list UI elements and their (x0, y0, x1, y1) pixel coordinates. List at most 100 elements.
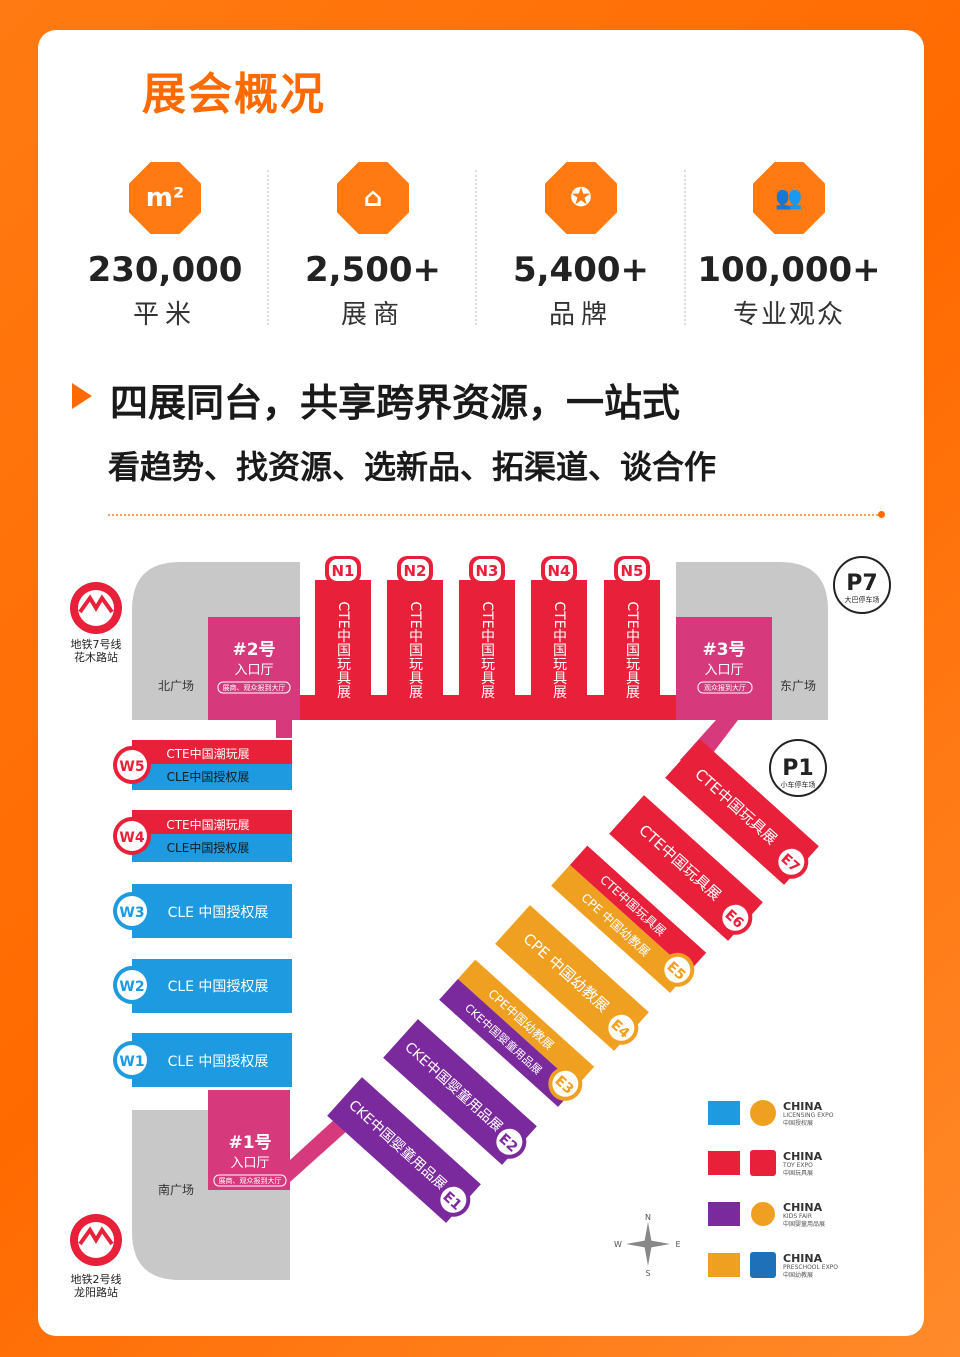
headline: 四展同台，共享跨界资源，一站式 (110, 381, 681, 425)
stats-row: m² 230,000 平米 ⌂ 2,500+ 展商 ✪ 5,400+ 品牌 👥 … (60, 150, 900, 340)
hall-top-name: CTE中国潮玩展 (166, 746, 249, 761)
stat-unit: 展商 (340, 300, 405, 330)
visitors-group-icon: 👥 (753, 162, 825, 234)
entrance-1-title: #1号 (228, 1133, 271, 1153)
metro-logo-icon (70, 582, 122, 634)
parking-p7: P7 大巴停车场 (833, 556, 891, 614)
svg-text:S: S (645, 1269, 650, 1278)
hall-n1: N1 CTE中国玩具展 (315, 556, 371, 720)
hall-n3: N3 CTE中国玩具展 (459, 556, 515, 720)
svg-text:小车停车场: 小车停车场 (781, 780, 816, 789)
stat-area: m² 230,000 平米 (60, 150, 270, 331)
hall-id: W3 (119, 905, 144, 921)
hall-name: CTE中国玩具展 (407, 601, 423, 698)
divider (475, 170, 477, 325)
svg-text:CHINA: CHINA (783, 1252, 823, 1265)
east-halls: CTE中国玩具展 E7 CTE中国玩具展 E6 CTE中国玩具展 CPE 中国幼… (327, 739, 819, 1223)
svg-text:CHINA: CHINA (783, 1100, 823, 1113)
svg-text:中国婴童用品展: 中国婴童用品展 (783, 1220, 825, 1228)
metro-logo-icon (70, 1214, 122, 1266)
m2-area-icon: m² (129, 162, 201, 234)
svg-text:中国授权展: 中国授权展 (783, 1119, 813, 1127)
parking-p1: P1 小车停车场 (769, 739, 827, 797)
legend-toy: CHINA TOY EXPO 中国玩具展 (708, 1150, 823, 1177)
stat-value: 100,000+ (697, 250, 881, 290)
north-halls: N1 CTE中国玩具展 N2 CTE中国玩具展 N3 CTE中国玩具展 N4 C… (315, 556, 660, 720)
legend-kids: CHINA KIDS FAIR 中国婴童用品展 (708, 1201, 825, 1228)
west-halls: CTE中国潮玩展 CLE中国授权展 W5 CTE中国潮玩展 CLE中国授权展 W… (113, 740, 292, 1087)
hall-w3: CLE 中国授权展 W3 (113, 884, 292, 938)
entrance-3-note: 观众报到大厅 (704, 683, 746, 692)
stat-exhibitors: ⌂ 2,500+ 展商 (268, 150, 478, 331)
south-plaza-label: 南广场 (158, 1182, 194, 1197)
hall-id: W2 (119, 979, 144, 995)
divider (684, 170, 686, 325)
svg-text:中国幼教展: 中国幼教展 (783, 1271, 813, 1279)
hall-name: CLE 中国授权展 (168, 979, 269, 995)
entrance-2-hall (208, 617, 300, 720)
entrance-1-sub: 入口厅 (230, 1156, 269, 1171)
svg-text:TOY EXPO: TOY EXPO (782, 1162, 813, 1169)
hall-top-name: CTE中国潮玩展 (166, 817, 249, 832)
hall-id: W1 (119, 1054, 144, 1070)
entrance-3-hall (676, 617, 772, 720)
divider-dot (878, 511, 885, 518)
divider (267, 170, 269, 325)
hall-w5: CTE中国潮玩展 CLE中国授权展 W5 (113, 740, 292, 790)
hall-id: N2 (404, 562, 427, 580)
hall-name: CTE中国玩具展 (551, 601, 567, 698)
metro-top-line: 地铁7号线 (71, 637, 122, 651)
hall-w4: CTE中国潮玩展 CLE中国授权展 W4 (113, 810, 292, 862)
brand-badge-icon: ✪ (545, 162, 617, 234)
hall-n5: N5 CTE中国玩具展 (604, 556, 660, 720)
page-title: 展会概况 (142, 69, 326, 120)
entrance-2-title: #2号 (232, 640, 275, 660)
metro-bottom-station: 龙阳路站 (74, 1285, 118, 1299)
hall-id: N5 (621, 562, 644, 580)
svg-text:CHINA: CHINA (783, 1201, 823, 1214)
stat-unit: 平米 (132, 300, 197, 330)
hall-n2: N2 CTE中国玩具展 (387, 556, 443, 720)
hall-name: CTE中国玩具展 (624, 601, 640, 698)
svg-text:N: N (645, 1213, 651, 1222)
hall-name: CLE 中国授权展 (168, 905, 269, 921)
hall-name: CTE中国玩具展 (479, 601, 495, 698)
legend-licensing: CHINA LICENSING EXPO 中国授权展 (708, 1100, 834, 1127)
hall-id: N4 (548, 562, 571, 580)
hall-name: CLE 中国授权展 (168, 1054, 269, 1070)
svg-text:KIDS FAIR: KIDS FAIR (783, 1213, 812, 1220)
hall-id: N1 (332, 562, 355, 580)
legend: CHINA LICENSING EXPO 中国授权展 CHINA TOY EXP… (708, 1100, 838, 1279)
stat-unit: 品牌 (548, 300, 613, 330)
north-plaza-label: 北广场 (158, 679, 194, 693)
hall-bottom-name: CLE中国授权展 (167, 769, 250, 784)
hall-w1: CLE 中国授权展 W1 (113, 1033, 292, 1087)
metro-top-station: 花木路站 (74, 650, 118, 664)
hall-id: W5 (119, 759, 144, 775)
svg-text:大巴停车场: 大巴停车场 (845, 595, 880, 604)
svg-text:P7: P7 (846, 571, 877, 596)
stat-visitors: 👥 100,000+ 专业观众 (684, 150, 894, 331)
entrance-3-sub: 入口厅 (704, 663, 743, 678)
hall-id: N3 (476, 562, 499, 580)
svg-text:P1: P1 (782, 756, 813, 781)
svg-text:LICENSING EXPO: LICENSING EXPO (783, 1112, 834, 1119)
hall-w2: CLE 中国授权展 W2 (113, 959, 292, 1013)
hall-n4: N4 CTE中国玩具展 (531, 556, 587, 720)
legend-preschool: CHINA PRESCHOOL EXPO 中国幼教展 (708, 1252, 838, 1279)
dotted-divider (108, 514, 882, 516)
svg-text:E: E (675, 1240, 680, 1249)
stat-unit: 专业观众 (732, 300, 845, 330)
compass-icon: N S E W (614, 1213, 680, 1278)
svg-text:PRESCHOOL EXPO: PRESCHOOL EXPO (783, 1264, 838, 1271)
metro-bottom-line: 地铁2号线 (71, 1272, 122, 1286)
entrance-2-sub: 入口厅 (234, 663, 273, 678)
stat-value: 230,000 (87, 250, 243, 290)
stat-value: 2,500+ (304, 250, 442, 290)
svg-text:CHINA: CHINA (783, 1150, 823, 1163)
hall-name: CTE中国玩具展 (335, 601, 351, 698)
svg-text:中国玩具展: 中国玩具展 (783, 1169, 813, 1177)
stat-value: 5,400+ (512, 250, 650, 290)
hall-e5: CTE中国玩具展 CPE 中国幼教展 E5 (551, 845, 707, 993)
